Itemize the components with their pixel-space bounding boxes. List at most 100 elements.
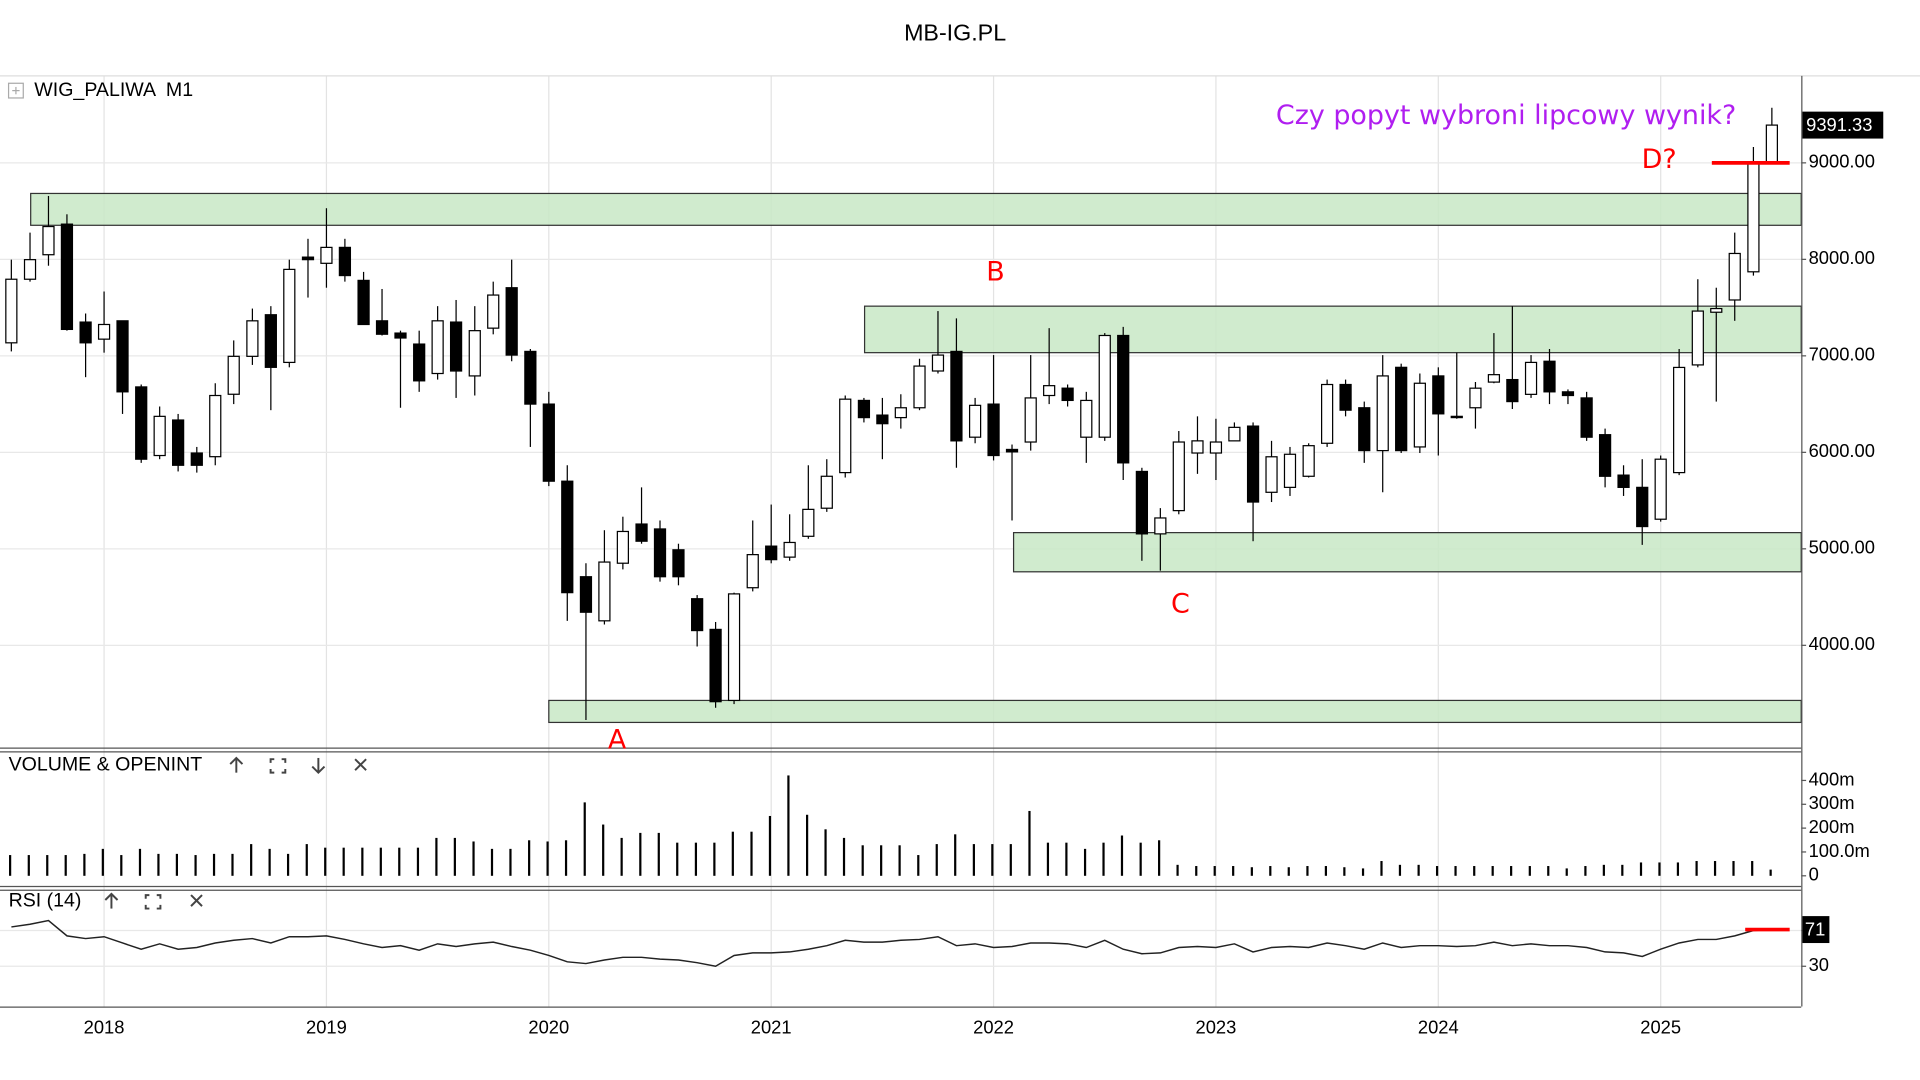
x-tick-label: 2025: [1640, 1016, 1681, 1037]
volume-bar: [509, 848, 512, 876]
candle-body: [1580, 397, 1593, 438]
volume-bar: [1213, 866, 1216, 876]
volume-bar: [1491, 866, 1494, 876]
volume-bar: [1454, 866, 1457, 876]
move-down-icon[interactable]: [311, 757, 326, 775]
y-tick-label: 300m: [1809, 792, 1855, 813]
candle-body: [264, 314, 277, 368]
volume-bar: [157, 853, 160, 876]
volume-bar: [1528, 866, 1531, 876]
volume-bar: [1602, 864, 1605, 876]
frame: [0, 75, 1920, 1008]
candle-body: [672, 549, 685, 578]
volume-bar: [639, 832, 642, 876]
volume-bar: [842, 837, 846, 876]
volume-bar: [268, 848, 271, 876]
volume-bar: [1565, 868, 1568, 876]
maximize-icon[interactable]: [144, 894, 162, 910]
candle-body: [1005, 448, 1019, 453]
volume-bar: [1306, 866, 1309, 876]
candle-body: [561, 480, 574, 594]
y-tick-label: 5000.00: [1809, 537, 1875, 558]
candle-body: [1228, 426, 1241, 442]
candle-body: [913, 365, 926, 409]
volume-bar: [1435, 866, 1439, 876]
candle-body: [209, 394, 222, 458]
volume-bar: [472, 841, 475, 876]
volume-bar: [1621, 864, 1624, 876]
move-up-icon[interactable]: [229, 756, 244, 773]
volume-bar: [1158, 840, 1161, 876]
volume-bar: [1343, 867, 1346, 876]
volume-bar: [991, 844, 994, 876]
volume-bar: [305, 844, 308, 876]
candle-body: [857, 399, 871, 419]
volume-bar: [435, 837, 438, 876]
volume-bar: [1547, 866, 1550, 876]
candle-body: [23, 259, 37, 280]
volume-bar: [806, 814, 809, 876]
candle-body: [1135, 470, 1149, 535]
maximize-icon[interactable]: [269, 758, 287, 774]
volume-bar: [1473, 866, 1476, 876]
candle-body: [1524, 361, 1538, 395]
candle-body: [1172, 441, 1185, 512]
volume-bar: [1009, 844, 1012, 876]
panel-title: RSI (14): [9, 889, 82, 911]
volume-bar: [27, 855, 30, 876]
volume-bar: [138, 848, 142, 876]
y-tick-label: 9000.00: [1809, 151, 1875, 172]
volume-bar: [602, 824, 605, 876]
move-up-icon[interactable]: [104, 892, 119, 909]
close-icon[interactable]: [190, 894, 203, 907]
candle-body: [802, 508, 815, 537]
candle-body: [1283, 453, 1297, 488]
candle-body: [1302, 445, 1315, 477]
x-tick-label: 2018: [84, 1016, 125, 1037]
x-tick-label: 2020: [528, 1016, 569, 1037]
candle-body: [468, 330, 481, 377]
volume-bar: [231, 853, 234, 876]
zone: [1012, 532, 1802, 573]
volume-bar: [1769, 869, 1772, 876]
y-tick-label: 7000.00: [1809, 344, 1875, 365]
volume-bar: [583, 802, 586, 876]
volume-bar: [194, 855, 197, 876]
candle-body: [1043, 385, 1056, 397]
candle-body: [283, 268, 296, 364]
volume-bar: [564, 840, 568, 876]
candle-body: [820, 475, 833, 509]
candle-body: [1487, 374, 1501, 383]
zone-layer: [30, 192, 1802, 724]
candle-body: [1061, 387, 1074, 402]
panel-icons: [7, 82, 367, 910]
candle-body: [1154, 517, 1167, 535]
panel-title: WIG_PALIWA M1: [34, 79, 193, 101]
candle-body: [301, 256, 315, 261]
volume-bar: [1380, 861, 1383, 876]
volume-bar: [935, 844, 938, 876]
candle-body: [598, 561, 611, 622]
volume-bar: [1695, 861, 1698, 876]
x-tick-label: 2023: [1196, 1016, 1237, 1037]
candle-body: [1246, 425, 1260, 503]
candle-body: [1080, 399, 1093, 438]
volume-bar: [824, 829, 827, 876]
last-value-label: 71: [1805, 919, 1825, 940]
expand-icon[interactable]: [7, 82, 24, 99]
candle-body: [135, 386, 148, 460]
volume-bar: [880, 845, 883, 876]
x-tick-label: 2021: [751, 1016, 792, 1037]
candle-body: [227, 355, 240, 395]
y-tick-label: 100.0m: [1809, 840, 1870, 861]
volume-bar: [453, 837, 456, 876]
x-tick-label: 2019: [306, 1016, 347, 1037]
candle-body: [413, 343, 426, 382]
candle-body: [950, 350, 963, 442]
y-tick-label: 8000.00: [1809, 247, 1875, 268]
volume-bar: [1102, 842, 1105, 876]
close-icon[interactable]: [354, 758, 367, 771]
candle-body: [524, 350, 537, 405]
volume-bar: [528, 840, 531, 876]
